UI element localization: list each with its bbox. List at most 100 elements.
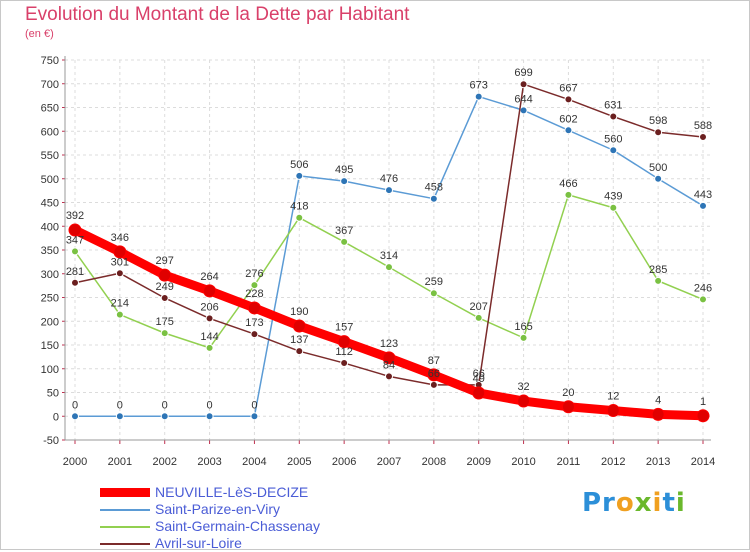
series-point-2 [115,269,124,278]
data-label-1: 347 [66,234,84,246]
series-point-3 [113,245,127,259]
data-label-2: 301 [111,256,129,268]
series-point-3 [517,394,531,408]
data-label-2: 84 [383,359,395,371]
series-point-1 [250,281,259,290]
data-label-3: 49 [473,373,485,385]
data-label-2: 66 [473,368,485,380]
proxiti-logo: Proxiti [582,488,686,518]
series-point-2 [71,278,79,287]
data-label-1: 439 [604,191,622,203]
series-point-2 [295,347,304,356]
y-tick-label: 300 [41,269,59,281]
series-point-3 [247,301,261,315]
data-label-0: 644 [514,93,532,105]
series-point-0 [250,412,259,421]
data-label-0: 476 [380,173,398,185]
series-point-0 [295,171,304,180]
data-label-1: 259 [425,276,443,288]
series-point-1 [295,213,304,222]
data-label-2: 281 [66,266,84,278]
legend-item-avril: Avril-sur-Loire [100,535,320,552]
data-label-0: 0 [117,399,123,411]
y-tick-label: 750 [41,55,59,67]
data-label-1: 285 [649,264,667,276]
data-label-0: 0 [251,399,257,411]
legend-label-neuville: NEUVILLE-LèS-DECIZE [155,484,309,500]
data-label-2: 112 [335,346,353,358]
data-labels: 0 0 0 0 0 506 495 476 458 673 644 602 560 500 443 347 21… [66,67,712,411]
series-point-0 [654,174,663,183]
x-tick-label: 2003 [197,456,221,468]
data-label-3: 228 [245,288,263,300]
series-point-3 [472,386,486,400]
legend-item-saint-germain: Saint-Germain-Chassenay [100,518,320,535]
data-label-3: 87 [428,355,440,367]
legend-swatch-avril [100,542,150,545]
series-point-2 [429,380,438,389]
legend-label-saint-germain: Saint-Germain-Chassenay [155,518,320,534]
data-label-1: 214 [111,298,129,310]
x-tick-label: 2005 [287,456,311,468]
data-label-3: 32 [517,381,529,393]
series-point-3 [561,400,575,414]
legend-label-avril: Avril-sur-Loire [155,535,242,551]
data-label-1: 144 [200,331,218,343]
y-tick-label: 400 [41,221,59,233]
x-tick-label: 2002 [152,456,176,468]
series-point-0 [71,412,79,421]
series-point-3 [427,368,441,382]
series-point-3 [606,404,620,418]
series-point-3 [337,335,351,349]
series-point-0 [564,126,573,135]
y-tick-label: 650 [41,103,59,115]
data-label-2: 631 [604,100,622,112]
series-point-3 [382,351,396,365]
data-label-1: 314 [380,250,398,262]
series-point-0 [474,92,483,101]
series-point-2 [385,372,393,381]
data-label-1: 175 [156,316,174,328]
chart-title: Evolution du Montant de la Dette par Hab… [25,4,410,25]
series-point-1 [160,329,169,338]
series-point-0 [340,177,349,186]
data-label-1: 246 [694,282,712,294]
chart-subtitle: (en €) [25,28,54,40]
series-point-1 [519,333,528,342]
data-label-3: 1 [700,396,706,408]
data-label-2: 699 [514,67,532,79]
y-tick-label: 550 [41,150,59,162]
series-point-0 [385,186,393,195]
series-point-0 [115,412,124,421]
series-point-2 [340,359,349,368]
legend-swatch-neuville [100,488,150,497]
y-tick-label: 350 [41,245,59,257]
data-label-2: 66 [428,368,440,380]
series [68,80,710,423]
series-point-1 [115,310,124,319]
data-label-0: 443 [694,189,712,201]
data-label-3: 4 [655,394,661,406]
x-tick-label: 2010 [511,456,535,468]
data-label-2: 173 [245,317,263,329]
x-tick-label: 2011 [557,456,581,468]
y-tick-label: 250 [41,293,59,305]
data-label-1: 466 [559,178,577,190]
data-label-3: 190 [290,306,308,318]
data-label-3: 123 [380,338,398,350]
data-label-1: 418 [290,201,308,213]
legend-label-saint-parize: Saint-Parize-en-Viry [155,501,281,517]
x-tick-label: 2012 [601,456,625,468]
legend: NEUVILLE-LèS-DECIZE Saint-Parize-en-Viry… [100,484,320,552]
data-label-3: 297 [156,255,174,267]
series-point-1 [340,237,349,246]
series-point-3 [696,409,710,423]
series-point-0 [205,412,214,421]
x-tick-label: 2004 [242,456,266,468]
data-label-0: 0 [207,399,213,411]
legend-swatch-saint-germain [100,525,150,528]
series-point-1 [385,263,393,272]
series-point-2 [160,293,169,302]
x-tick-label: 2000 [63,456,87,468]
data-label-1: 207 [470,301,488,313]
